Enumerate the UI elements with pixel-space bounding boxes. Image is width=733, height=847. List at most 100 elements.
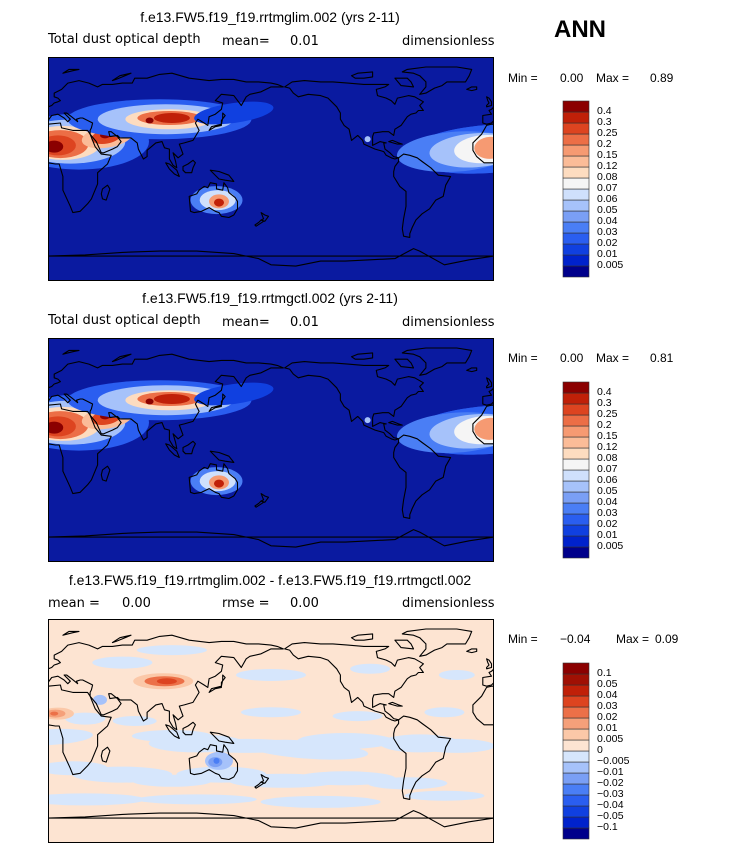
colorbar-tick-label: 0.04 xyxy=(597,496,618,508)
coastline-madagascar xyxy=(100,746,111,763)
neg-patch-17 xyxy=(112,716,157,726)
coastline-new-zealand xyxy=(260,212,270,222)
neg-patch-15 xyxy=(65,712,106,725)
coastline-borneo xyxy=(182,159,196,174)
panel3-min-label: Min = xyxy=(508,632,538,646)
coastline-borneo xyxy=(182,721,196,736)
panel3-rmse-label: rmse = xyxy=(222,596,270,611)
panel3-rmse-value: 0.00 xyxy=(290,596,319,611)
colorbar-tick-label: 0.01 xyxy=(597,529,618,541)
coastline-madagascar xyxy=(100,465,111,482)
colorbar-swatch xyxy=(562,254,590,267)
panel1-max-value: 0.89 xyxy=(650,71,674,85)
colorbar-tick-label: 0.05 xyxy=(597,204,618,216)
coastline-africa xyxy=(48,122,112,214)
neg-patch-28 xyxy=(136,645,207,656)
coastline-sumatra xyxy=(165,162,180,178)
colorbar-tick-label: 0.04 xyxy=(597,689,618,701)
plume-taklamakan xyxy=(153,113,190,123)
colorbar-tick-label: 0.12 xyxy=(597,160,618,172)
map-background xyxy=(48,619,494,843)
panel2-title: f.e13.FW5.f19_f19.rrtmgctl.002 (yrs 2-11… xyxy=(142,290,398,306)
colorbar-swatch xyxy=(562,546,590,559)
panel3-mean-value: 0.00 xyxy=(122,596,151,611)
plume-sahara-max xyxy=(48,421,64,434)
panel2-min-value: 0.00 xyxy=(560,351,584,365)
colorbar-swatch xyxy=(562,265,590,278)
coastline-canada-arctic xyxy=(350,352,374,360)
colorbar-tick-label: 0.07 xyxy=(597,463,618,475)
coastline-eurasia-west xyxy=(482,668,494,687)
plume-caribbean xyxy=(364,136,371,143)
colorbar-tick-label: 0.005 xyxy=(597,259,624,271)
coastline-australia xyxy=(188,182,239,219)
coastline-sumatra xyxy=(165,443,180,459)
coastline-antarctica xyxy=(48,529,494,548)
colorbar-swatch xyxy=(562,662,590,675)
colorbar-tick-label: 0.02 xyxy=(597,518,618,530)
colorbar-swatches xyxy=(562,381,590,559)
panel1-variable: Total dust optical depth xyxy=(48,32,201,47)
coastline-cuba xyxy=(388,701,403,707)
coastline-canada-arctic xyxy=(350,71,374,79)
coastline-nz-south xyxy=(254,781,265,789)
panel1-title: f.e13.FW5.f19_f19.rrtmglim.002 (yrs 2-11… xyxy=(140,9,400,25)
colorbar-tick-label: 0.06 xyxy=(597,193,618,205)
coastline-baffin xyxy=(394,358,415,369)
plume-pacific-north xyxy=(194,382,274,406)
colorbar-tick-label: 0.05 xyxy=(597,485,618,497)
colorbar-swatch xyxy=(562,403,590,416)
coastline-borneo xyxy=(182,440,196,455)
coastline-south-america xyxy=(393,715,452,800)
coastline-sumatra xyxy=(165,724,180,740)
plume-sahara-max xyxy=(48,140,64,153)
neg-patch-18 xyxy=(241,707,301,718)
coastline-svalbard xyxy=(62,349,80,355)
coastline-new-guinea xyxy=(209,731,235,744)
colorbar-tick-label: −0.02 xyxy=(597,777,624,789)
colorbar-tick-label: 0.08 xyxy=(597,452,618,464)
colorbar-swatch xyxy=(562,414,590,427)
colorbar-swatch xyxy=(562,783,590,796)
coastline-greenland xyxy=(401,628,473,657)
coastline-novaya-zemlya xyxy=(111,72,132,82)
colorbar-tick-label: 0.005 xyxy=(597,540,624,552)
colorbar-swatch xyxy=(562,491,590,504)
colorbar-swatch xyxy=(562,805,590,818)
colorbar-swatch xyxy=(562,111,590,124)
panel1-min-value: 0.00 xyxy=(560,71,584,85)
panel2-mean-label: mean= xyxy=(222,315,270,330)
coastline-novaya-zemlya xyxy=(111,634,132,644)
coastline-australia xyxy=(188,744,239,781)
coastline-africa xyxy=(48,403,112,495)
coastline-greenland xyxy=(401,347,473,376)
neg-patch-27 xyxy=(438,670,475,680)
map-frame xyxy=(48,57,494,281)
colorbar-swatch xyxy=(562,673,590,686)
pos-asia-core xyxy=(156,678,177,685)
colorbar-swatches xyxy=(562,100,590,278)
coastline-africa xyxy=(48,684,112,776)
coastline-eurasia xyxy=(48,634,284,731)
coastline-africa-west xyxy=(472,123,494,164)
coastline-iceland xyxy=(466,367,478,373)
colorbar-swatch xyxy=(562,133,590,146)
colorbar-tick-label: 0.2 xyxy=(597,419,612,431)
neg-patch-0 xyxy=(48,728,93,746)
plume-atlantic-core xyxy=(474,417,494,440)
coastline-eurasia-west xyxy=(482,106,494,125)
panel3-max-label: Max = xyxy=(616,632,650,646)
coastline-new-zealand xyxy=(260,493,270,503)
colorbar-swatch xyxy=(562,750,590,763)
colorbar-swatch xyxy=(562,502,590,515)
coastline-baffin xyxy=(394,77,415,88)
plume-atlantic-core xyxy=(474,136,494,159)
panel2-mean-value: 0.01 xyxy=(290,315,319,330)
colorbar-swatch xyxy=(562,199,590,212)
colorbar-tick-label: 0.08 xyxy=(597,171,618,183)
colorbar-tick-label: 0.4 xyxy=(597,105,612,117)
colorbar-swatch xyxy=(562,684,590,697)
colorbar-tick-label: 0.005 xyxy=(597,733,624,745)
colorbar-swatch xyxy=(562,717,590,730)
neg-patch-20 xyxy=(48,793,146,806)
